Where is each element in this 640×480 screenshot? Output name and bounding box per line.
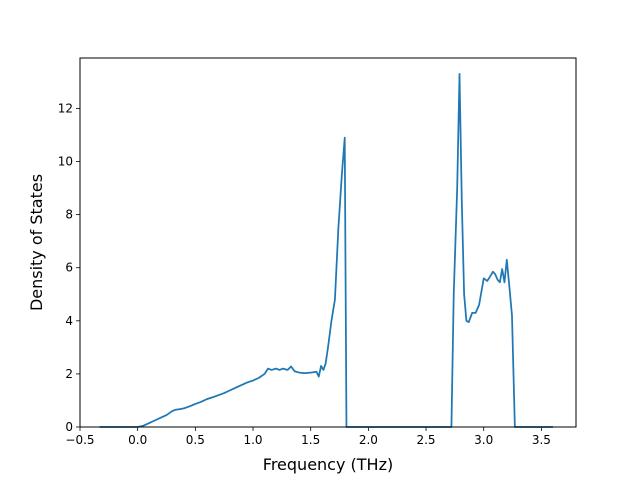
x-tick-label: 3.0	[474, 433, 493, 447]
y-tick-label: 0	[65, 420, 73, 434]
y-axis-label: Density of States	[27, 174, 46, 311]
x-tick-label: 0.5	[186, 433, 205, 447]
y-tick-label: 12	[58, 101, 73, 115]
x-axis-label: Frequency (THz)	[263, 455, 393, 474]
x-tick-label: 3.5	[532, 433, 551, 447]
x-tick-label: 2.5	[416, 433, 435, 447]
dos-series-line	[99, 73, 553, 428]
x-tick-label: 1.0	[243, 433, 262, 447]
y-tick-label: 10	[58, 155, 73, 169]
y-tick-label: 8	[65, 208, 73, 222]
x-tick-label: 1.5	[301, 433, 320, 447]
y-tick-label: 4	[65, 314, 73, 328]
plot-area-frame	[79, 57, 577, 428]
x-tick-label: −0.5	[65, 433, 94, 447]
x-axis-ticks: −0.5 0.0 0.5 1.0 1.5 2.0 2.5 3.0 3.5	[65, 427, 551, 447]
y-tick-label: 6	[65, 261, 73, 275]
y-axis-ticks: 0 2 4 6 8 10 12	[58, 101, 80, 434]
x-tick-label: 2.0	[359, 433, 378, 447]
y-tick-label: 2	[65, 367, 73, 381]
x-tick-label: 0.0	[128, 433, 147, 447]
